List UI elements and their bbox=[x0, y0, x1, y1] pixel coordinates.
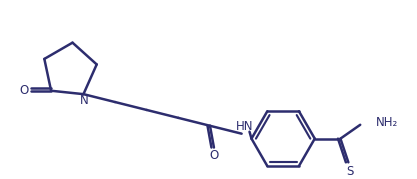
Text: S: S bbox=[347, 165, 354, 178]
Text: HN: HN bbox=[236, 120, 254, 133]
Text: N: N bbox=[80, 94, 89, 107]
Text: O: O bbox=[20, 84, 29, 97]
Text: NH₂: NH₂ bbox=[376, 116, 398, 129]
Text: O: O bbox=[209, 149, 219, 162]
